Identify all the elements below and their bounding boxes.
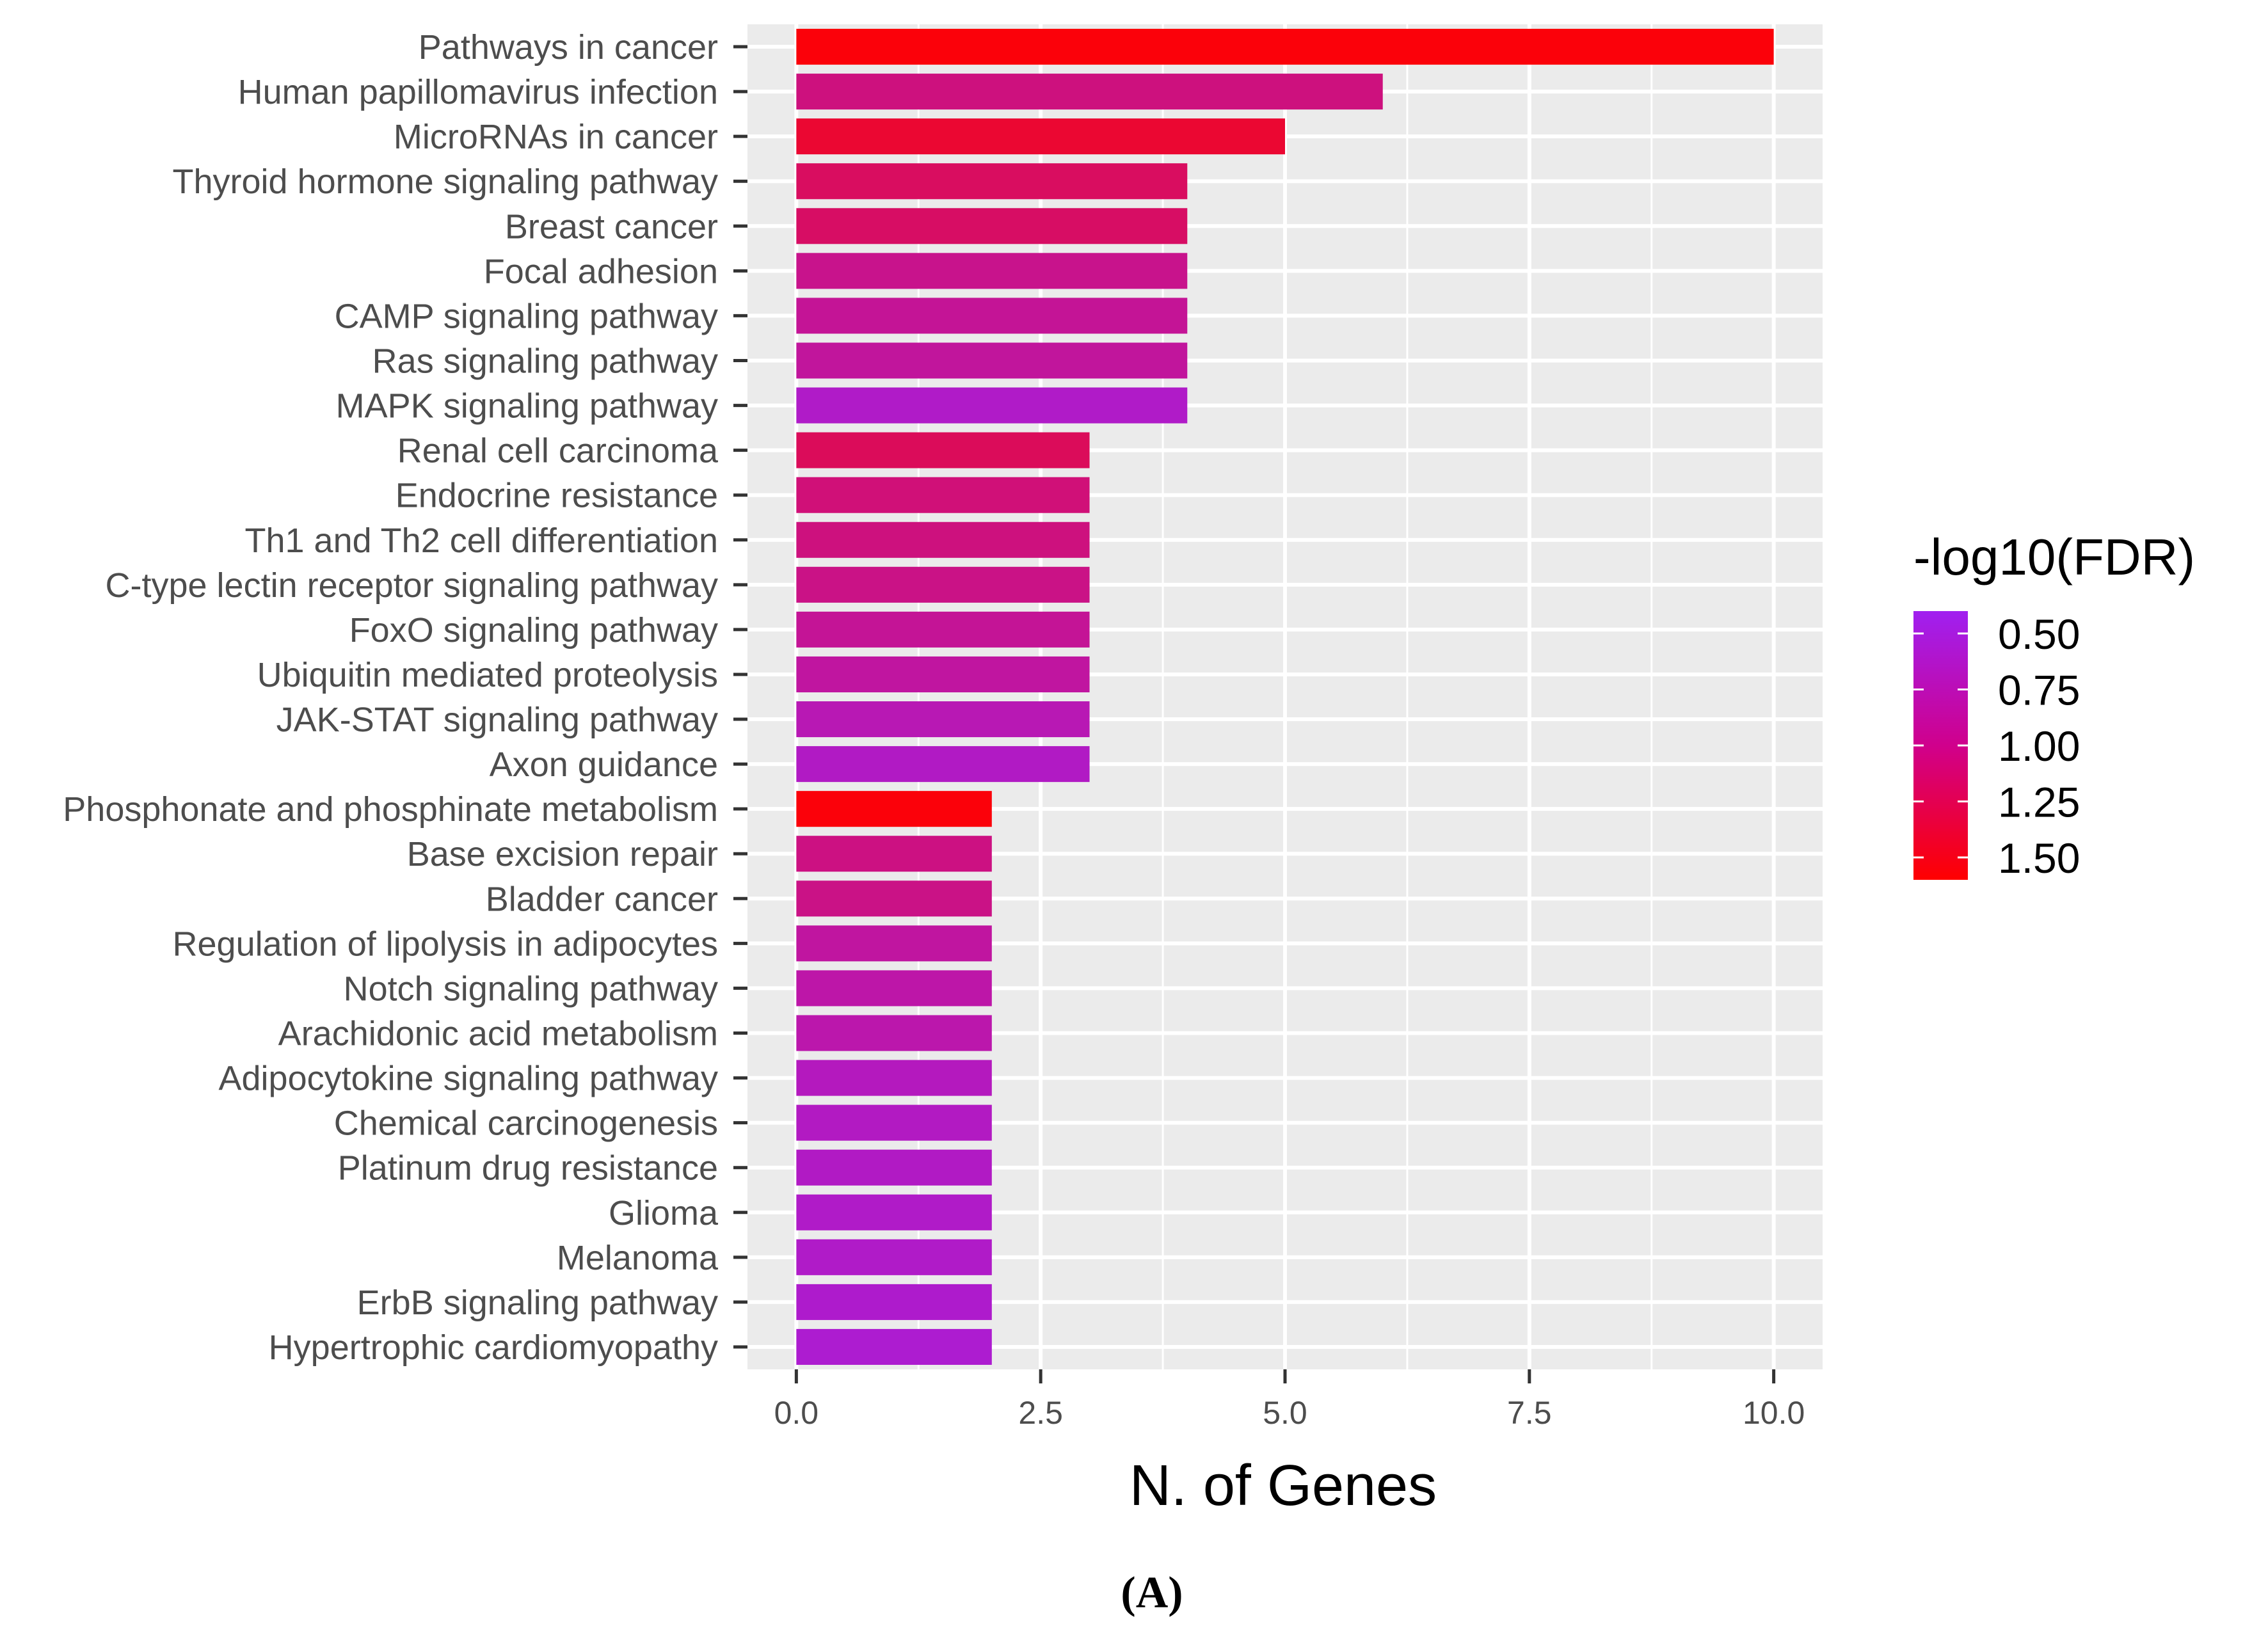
legend-tick-label: 1.50	[1998, 834, 2080, 882]
y-tick-label: Axon guidance	[490, 745, 718, 784]
y-tick-label: Platinum drug resistance	[338, 1149, 718, 1188]
y-tick-label: Arachidonic acid metabolism	[278, 1015, 718, 1053]
bar	[796, 1284, 992, 1320]
x-tick-label: 7.5	[1507, 1395, 1552, 1431]
y-tick-label: C-type lectin receptor signaling pathway	[106, 566, 719, 605]
bar	[796, 701, 1090, 738]
y-tick-label: Base excision repair	[407, 835, 718, 873]
bar	[796, 432, 1090, 468]
bar	[796, 1104, 992, 1141]
legend: -log10(FDR) 0.50 0.75 1.00 1.25 1.50	[1913, 529, 2195, 882]
bar	[796, 387, 1188, 424]
x-tick-label: 2.5	[1018, 1395, 1063, 1431]
y-tick-label: Chemical carcinogenesis	[334, 1104, 718, 1143]
y-tick-label: Notch signaling pathway	[344, 969, 718, 1008]
bar	[796, 1060, 992, 1096]
bars	[796, 29, 1774, 1365]
y-tick-label: Ubiquitin mediated proteolysis	[257, 656, 718, 694]
bar	[796, 791, 992, 827]
y-tick-label: Melanoma	[557, 1239, 719, 1277]
y-tick-label: Focal adhesion	[484, 252, 718, 291]
y-tick-label: Regulation of lipolysis in adipocytes	[173, 925, 718, 963]
bar	[796, 521, 1090, 558]
legend-title: -log10(FDR)	[1913, 529, 2195, 585]
legend-tick-label: 1.25	[1998, 779, 2080, 826]
y-tick-label: Phosphonate and phosphinate metabolism	[63, 790, 718, 829]
bar	[796, 477, 1090, 513]
y-tick-label: CAMP signaling pathway	[335, 297, 718, 335]
y-tick-label: Thyroid hormone signaling pathway	[173, 163, 718, 201]
y-tick-label: Ras signaling pathway	[372, 342, 718, 381]
bar	[796, 611, 1090, 648]
legend-ticks: 0.50 0.75 1.00 1.25 1.50	[1913, 610, 2080, 882]
bar	[796, 656, 1090, 692]
y-tick-label: FoxO signaling pathway	[349, 611, 718, 649]
bar	[796, 746, 1090, 783]
y-tick-label: Renal cell carcinoma	[397, 432, 719, 470]
y-tick-label: Endocrine resistance	[395, 477, 718, 515]
bar	[796, 163, 1188, 200]
y-tick-label: Th1 and Th2 cell differentiation	[245, 521, 719, 560]
y-tick-label: ErbB signaling pathway	[357, 1284, 718, 1322]
legend-tick-label: 1.00	[1998, 722, 2080, 770]
bar	[796, 970, 992, 1007]
bar	[796, 74, 1383, 110]
grid-minor	[917, 24, 1653, 1369]
y-tick-label: Hypertrophic cardiomyopathy	[269, 1328, 718, 1367]
bar	[796, 118, 1285, 155]
bar	[796, 1328, 992, 1365]
bar	[796, 253, 1188, 289]
x-tick-label: 5.0	[1263, 1395, 1307, 1431]
y-tick-label: MAPK signaling pathway	[336, 387, 718, 426]
bar	[796, 566, 1090, 603]
bar	[796, 1239, 992, 1275]
bar	[796, 29, 1774, 65]
x-tick-label: 10.0	[1743, 1395, 1805, 1431]
bar	[796, 1194, 992, 1230]
bar	[796, 925, 992, 962]
y-tick-label: Bladder cancer	[486, 880, 718, 918]
x-axis-title: N. of Genes	[1130, 1454, 1437, 1518]
y-tick-label: MicroRNAs in cancer	[394, 118, 718, 156]
legend-tick-label: 0.50	[1998, 610, 2080, 658]
y-tick-label: JAK-STAT signaling pathway	[276, 701, 718, 739]
x-tick-label: 0.0	[774, 1395, 819, 1431]
legend-tick-label: 0.75	[1998, 667, 2080, 714]
y-tick-label: Human papillomavirus infection	[238, 73, 718, 111]
panel-label: (A)	[1121, 1568, 1183, 1618]
bar	[796, 208, 1188, 244]
bar	[796, 1149, 992, 1186]
x-axis: 0.0 2.5 5.0 7.5 10.0	[774, 1369, 1805, 1431]
bar	[796, 880, 992, 917]
y-axis: Pathways in cancer Human papillomavirus i…	[63, 28, 747, 1367]
bar	[796, 298, 1188, 334]
y-tick-label: Glioma	[609, 1194, 719, 1232]
bar	[796, 836, 992, 872]
y-tick-label: Pathways in cancer	[419, 28, 718, 67]
y-tick-label: Breast cancer	[505, 207, 718, 246]
bar	[796, 1015, 992, 1051]
y-tick-label: Adipocytokine signaling pathway	[219, 1060, 719, 1098]
bar	[796, 342, 1188, 379]
